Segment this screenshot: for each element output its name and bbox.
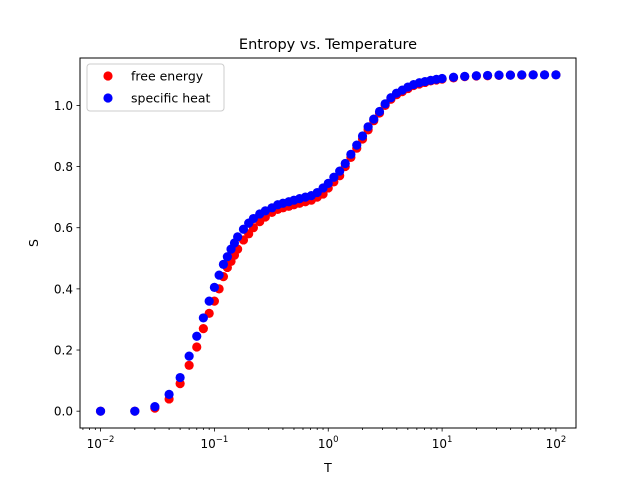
- data-point: [248, 213, 258, 224]
- x-tick-label: 100: [318, 435, 339, 451]
- x-tick-label: 10−2: [87, 435, 115, 451]
- legend-box: [86, 63, 225, 112]
- x-axis-label: T: [323, 460, 332, 475]
- y-axis-label: S: [26, 239, 41, 247]
- data-point: [374, 106, 385, 117]
- x-axis: 10−2 10−1 100 101 102: [82, 428, 567, 451]
- data-point: [340, 158, 350, 169]
- data-point: [175, 372, 185, 383]
- data-point: [352, 140, 362, 150]
- data-point: [369, 114, 379, 124]
- data-point: [164, 389, 174, 399]
- data-point: [222, 252, 232, 262]
- y-tick-label: 0.2: [54, 344, 73, 358]
- data-point: [218, 259, 229, 269]
- data-point: [198, 313, 208, 323]
- data-point: [329, 172, 339, 182]
- x-tick-label: 102: [546, 435, 567, 451]
- data-point: [505, 70, 515, 80]
- data-point: [380, 99, 390, 109]
- data-point: [517, 70, 527, 80]
- data-point: [460, 71, 470, 81]
- legend-marker: [103, 71, 113, 81]
- y-tick-label: 1.0: [54, 99, 73, 113]
- series-specific-heat: [95, 70, 561, 416]
- x-tick-label: 101: [432, 435, 453, 451]
- data-point: [184, 360, 194, 370]
- data-point: [551, 70, 561, 80]
- data-point: [95, 406, 106, 416]
- data-point: [238, 224, 249, 234]
- data-point: [198, 324, 208, 334]
- data-point: [214, 270, 224, 280]
- data-point: [130, 406, 140, 416]
- data-point: [192, 342, 202, 352]
- data-point: [483, 70, 493, 81]
- x-tick-label: 10−1: [200, 435, 228, 451]
- legend: free energy specific heat: [86, 63, 225, 112]
- data-point: [346, 149, 356, 159]
- data-point: [204, 296, 214, 306]
- data-point: [209, 282, 219, 292]
- data-point: [448, 72, 459, 82]
- data-point: [363, 122, 373, 132]
- y-tick-label: 0.8: [54, 160, 73, 174]
- legend-marker: [103, 93, 113, 103]
- data-point: [437, 73, 447, 84]
- points-layer: [95, 70, 561, 416]
- data-point: [233, 232, 243, 242]
- data-point: [494, 70, 504, 80]
- data-point: [471, 71, 481, 81]
- data-point: [150, 402, 160, 412]
- y-tick-label: 0.6: [54, 221, 73, 235]
- chart-title: Entropy vs. Temperature: [239, 37, 417, 53]
- data-point: [184, 351, 194, 361]
- y-axis: 0.0 0.2 0.4 0.6 0.8 1.0: [54, 99, 80, 419]
- y-tick-label: 0.0: [54, 405, 73, 419]
- data-point: [323, 178, 333, 188]
- data-point: [192, 331, 202, 341]
- data-point: [539, 70, 550, 80]
- data-point: [335, 166, 345, 176]
- data-point: [357, 131, 368, 141]
- y-tick-label: 0.4: [54, 282, 73, 296]
- legend-label: specific heat: [131, 91, 210, 106]
- legend-label: free energy: [131, 69, 204, 84]
- data-point: [528, 70, 538, 80]
